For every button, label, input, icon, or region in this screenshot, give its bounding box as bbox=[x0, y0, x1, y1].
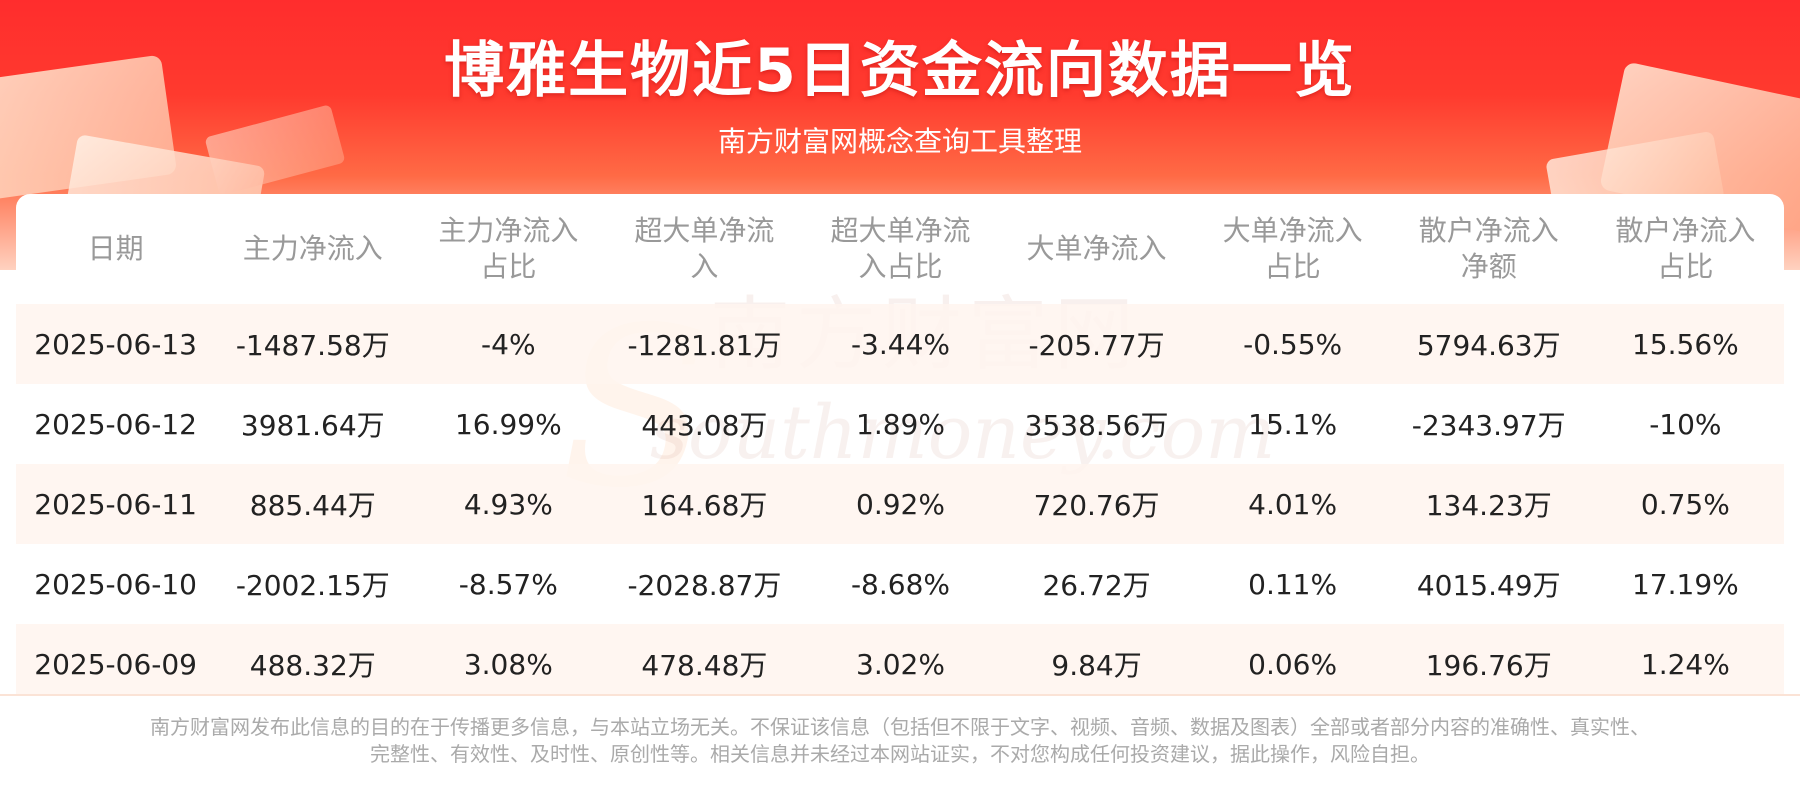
cell-large-ratio: 0.06% bbox=[1194, 624, 1391, 704]
cell-date: 2025-06-10 bbox=[34, 567, 197, 601]
cell-super-large-net-inflow: 443.08万 bbox=[641, 409, 768, 442]
cell-main-net-inflow: -1487.58万 bbox=[215, 304, 411, 384]
cell-retail-ratio: 15.56% bbox=[1586, 304, 1784, 384]
cell-super-large-net-inflow: 478.48万 bbox=[606, 624, 803, 704]
cell-retail-ratio: -10% bbox=[1649, 407, 1722, 441]
table-header-row: 日期 主力净流入 主力净流入 占比 超大单净流入 超大单净流 入占比 大单净流入 大… bbox=[16, 194, 1784, 304]
cell-super-large-net-inflow: 164.68万 bbox=[606, 464, 803, 544]
cell-retail-net-inflow: 4015.49万 bbox=[1416, 569, 1561, 602]
column-header: 散户净流入 净额 bbox=[1418, 214, 1559, 283]
cell-main-net-inflow: -2002.15万 bbox=[235, 569, 390, 602]
cell-large-net-inflow: 3538.56万 bbox=[1024, 409, 1169, 442]
cell-super-large-net-inflow: -2028.87万 bbox=[627, 569, 782, 602]
cell-main-net-inflow-ratio: -4% bbox=[410, 304, 607, 384]
cell-large-net-inflow: 9.84万 bbox=[998, 624, 1195, 704]
cell-large-ratio: 15.1% bbox=[1248, 407, 1338, 441]
cell-main-net-inflow-ratio: 4.93% bbox=[410, 464, 607, 544]
cell-large-net-inflow: 26.72万 bbox=[1042, 569, 1151, 602]
column-header: 超大单净流 入占比 bbox=[830, 214, 971, 283]
column-header: 大单净流入 占比 bbox=[1222, 214, 1363, 283]
cell-main-net-inflow: 488.32万 bbox=[215, 624, 411, 704]
cell-retail-ratio: 17.19% bbox=[1631, 567, 1739, 601]
table-row: 2025-06-13 -1487.58万 -4% -1281.81万 -3.44… bbox=[16, 304, 1784, 384]
disclaimer-line-2: 完整性、有效性、及时性、原创性等。相关信息并未经过本网站证实，不对您构成任何投资… bbox=[370, 742, 1430, 766]
table-row: 2025-06-12 3981.64万 16.99% 443.08万 1.89%… bbox=[16, 384, 1784, 464]
cell-main-net-inflow: 3981.64万 bbox=[240, 409, 385, 442]
column-header: 超大单净流入 bbox=[634, 214, 775, 283]
page-subtitle: 南方财富网概念查询工具整理 bbox=[717, 125, 1082, 158]
fund-flow-table: 日期 主力净流入 主力净流入 占比 超大单净流入 超大单净流 入占比 大单净流入 大… bbox=[16, 194, 1784, 704]
column-header: 大单净流入 bbox=[1026, 232, 1167, 265]
cell-retail-net-inflow: 134.23万 bbox=[1390, 464, 1587, 544]
cell-retail-net-inflow: 196.76万 bbox=[1390, 624, 1587, 704]
cell-main-net-inflow-ratio: 16.99% bbox=[454, 407, 562, 441]
cell-super-large-ratio: 1.89% bbox=[856, 407, 945, 441]
cell-large-ratio: 0.11% bbox=[1248, 567, 1338, 601]
cell-retail-net-inflow: -2343.97万 bbox=[1411, 409, 1566, 442]
column-header: 散户净流入 占比 bbox=[1615, 214, 1756, 283]
table-card bbox=[16, 194, 1784, 694]
cell-date: 2025-06-13 bbox=[16, 304, 216, 384]
column-header: 主力净流入 占比 bbox=[438, 214, 579, 283]
cell-super-large-ratio: -8.68% bbox=[850, 567, 950, 601]
cell-main-net-inflow: 885.44万 bbox=[215, 464, 411, 544]
cell-large-net-inflow: -205.77万 bbox=[998, 304, 1195, 384]
footer: 南方财富网发布此信息的目的在于传播更多信息，与本站立场无关。不保证该信息（包括但… bbox=[0, 694, 1800, 802]
cell-main-net-inflow-ratio: -8.57% bbox=[458, 567, 558, 601]
cell-main-net-inflow-ratio: 3.08% bbox=[410, 624, 607, 704]
page-title: 博雅生物近5日资金流向数据一览 bbox=[444, 36, 1356, 106]
cell-retail-net-inflow: 5794.63万 bbox=[1390, 304, 1587, 384]
table-row: 2025-06-11 885.44万 4.93% 164.68万 0.92% 7… bbox=[16, 464, 1784, 544]
column-header: 主力净流入 bbox=[242, 232, 383, 265]
cell-retail-ratio: 1.24% bbox=[1586, 624, 1784, 704]
cell-date: 2025-06-12 bbox=[34, 407, 197, 441]
column-header: 日期 bbox=[87, 232, 144, 265]
disclaimer-line-1: 南方财富网发布此信息的目的在于传播更多信息，与本站立场无关。不保证该信息（包括但… bbox=[150, 715, 1650, 739]
cell-large-net-inflow: 720.76万 bbox=[998, 464, 1195, 544]
cell-super-large-ratio: 0.92% bbox=[802, 464, 999, 544]
table-row: 2025-06-10 -2002.15万 -8.57% -2028.87万 -8… bbox=[16, 544, 1784, 624]
cell-super-large-ratio: 3.02% bbox=[802, 624, 999, 704]
cell-date: 2025-06-09 bbox=[16, 624, 216, 704]
cell-super-large-ratio: -3.44% bbox=[802, 304, 999, 384]
cell-large-ratio: 4.01% bbox=[1194, 464, 1391, 544]
table-row: 2025-06-09 488.32万 3.08% 478.48万 3.02% 9… bbox=[16, 624, 1784, 704]
disclaimer: 南方财富网发布此信息的目的在于传播更多信息，与本站立场无关。不保证该信息（包括但… bbox=[60, 714, 1740, 768]
cell-retail-ratio: 0.75% bbox=[1586, 464, 1784, 544]
cell-super-large-net-inflow: -1281.81万 bbox=[606, 304, 803, 384]
cell-date: 2025-06-11 bbox=[16, 464, 216, 544]
cell-large-ratio: -0.55% bbox=[1194, 304, 1391, 384]
